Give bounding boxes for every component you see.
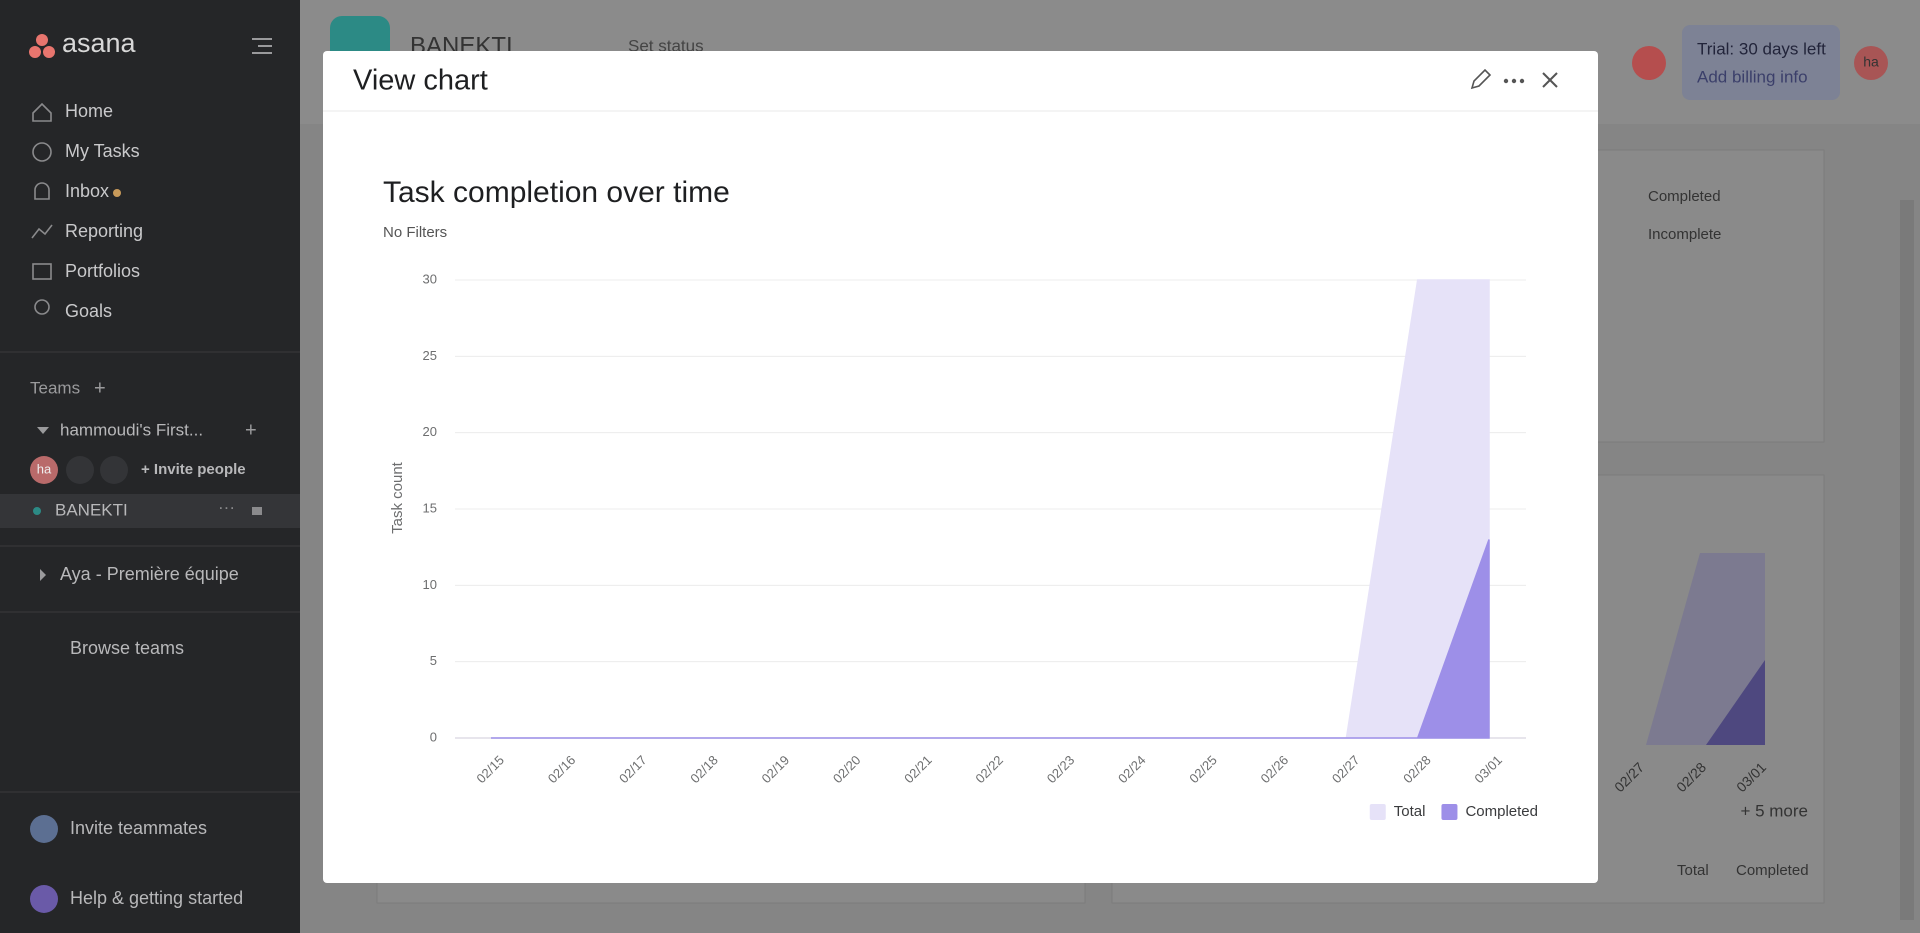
help-icon	[30, 885, 58, 913]
area	[491, 539, 1490, 739]
avatar	[100, 456, 128, 484]
bg-more: + 5 more	[1740, 801, 1808, 820]
scrollbar[interactable]	[1900, 200, 1914, 920]
nav-item[interactable]: Goals	[65, 301, 112, 321]
add-project[interactable]: +	[245, 419, 257, 441]
teams-label: Teams	[30, 378, 80, 397]
logo-dot	[43, 46, 55, 58]
help[interactable]: Help & getting started	[70, 888, 243, 908]
avatar	[66, 456, 94, 484]
caret	[40, 569, 46, 581]
trial: Trial: 30 days left	[1697, 39, 1826, 58]
y-tick-label: 0	[430, 729, 437, 744]
collapse-icon[interactable]	[252, 38, 272, 54]
y-tick-label: 5	[430, 653, 437, 668]
nav-item[interactable]: My Tasks	[65, 141, 140, 161]
caret	[37, 427, 49, 434]
legend-swatch	[1369, 804, 1386, 820]
project-name[interactable]: BANEKTI	[55, 500, 128, 519]
billing: Add billing info	[1697, 67, 1808, 86]
y-axis-label: Task count	[389, 461, 406, 534]
logo: asana	[62, 28, 137, 58]
add-team[interactable]: +	[94, 377, 106, 399]
bg-legend: Completed	[1648, 188, 1721, 205]
logo-dot	[36, 34, 48, 46]
nav-item[interactable]: Home	[65, 101, 113, 121]
invite-icon	[30, 815, 58, 843]
nav-icons	[31, 102, 53, 315]
nav-item[interactable]: Portfolios	[65, 261, 140, 281]
more[interactable]: ···	[218, 497, 235, 516]
team-name[interactable]: hammoudi's First...	[60, 420, 203, 439]
add-button[interactable]	[1632, 46, 1666, 80]
logo-dot	[29, 46, 41, 58]
bg-legend: Total	[1677, 862, 1709, 879]
y-tick-label: 15	[423, 500, 437, 515]
chart-title: Task completion over time	[383, 176, 730, 209]
y-tick-label: 25	[423, 348, 437, 363]
modal	[323, 51, 1598, 883]
avatar-text: ha	[1863, 54, 1879, 70]
y-tick-label: 10	[423, 577, 437, 592]
avatar[interactable]	[1854, 46, 1888, 80]
trial-box[interactable]	[1682, 25, 1840, 100]
avatar	[30, 456, 58, 484]
y-tick-label: 30	[423, 271, 437, 286]
bg-area	[1646, 553, 1765, 745]
chart-subtitle: No Filters	[383, 224, 447, 241]
set-status: Set status	[628, 36, 704, 55]
bg-legend: Incomplete	[1648, 226, 1721, 243]
bg-legend: Completed	[1736, 862, 1809, 879]
lock	[252, 507, 262, 515]
avatar-text: ha	[37, 461, 52, 476]
edit-button[interactable]	[1470, 68, 1492, 90]
nav-item[interactable]: Inbox	[65, 181, 109, 201]
inbox-dot	[113, 189, 121, 197]
modal-title: View chart	[353, 65, 488, 97]
legend-label: Total	[1394, 803, 1426, 820]
project-dot	[33, 507, 41, 515]
active-row	[0, 494, 300, 528]
browse-teams[interactable]: Browse teams	[70, 638, 184, 658]
team-name[interactable]: Aya - Première équipe	[60, 564, 239, 584]
y-tick-label: 20	[423, 424, 437, 439]
close-button[interactable]	[1542, 72, 1558, 88]
legend-label: Completed	[1465, 803, 1538, 820]
more-button[interactable]	[1503, 78, 1525, 84]
nav-item[interactable]: Reporting	[65, 221, 143, 241]
bg-area	[1706, 660, 1765, 745]
invite-people[interactable]: + Invite people	[141, 461, 246, 478]
legend-swatch	[1441, 804, 1458, 820]
invite-teammates[interactable]: Invite teammates	[70, 818, 207, 838]
